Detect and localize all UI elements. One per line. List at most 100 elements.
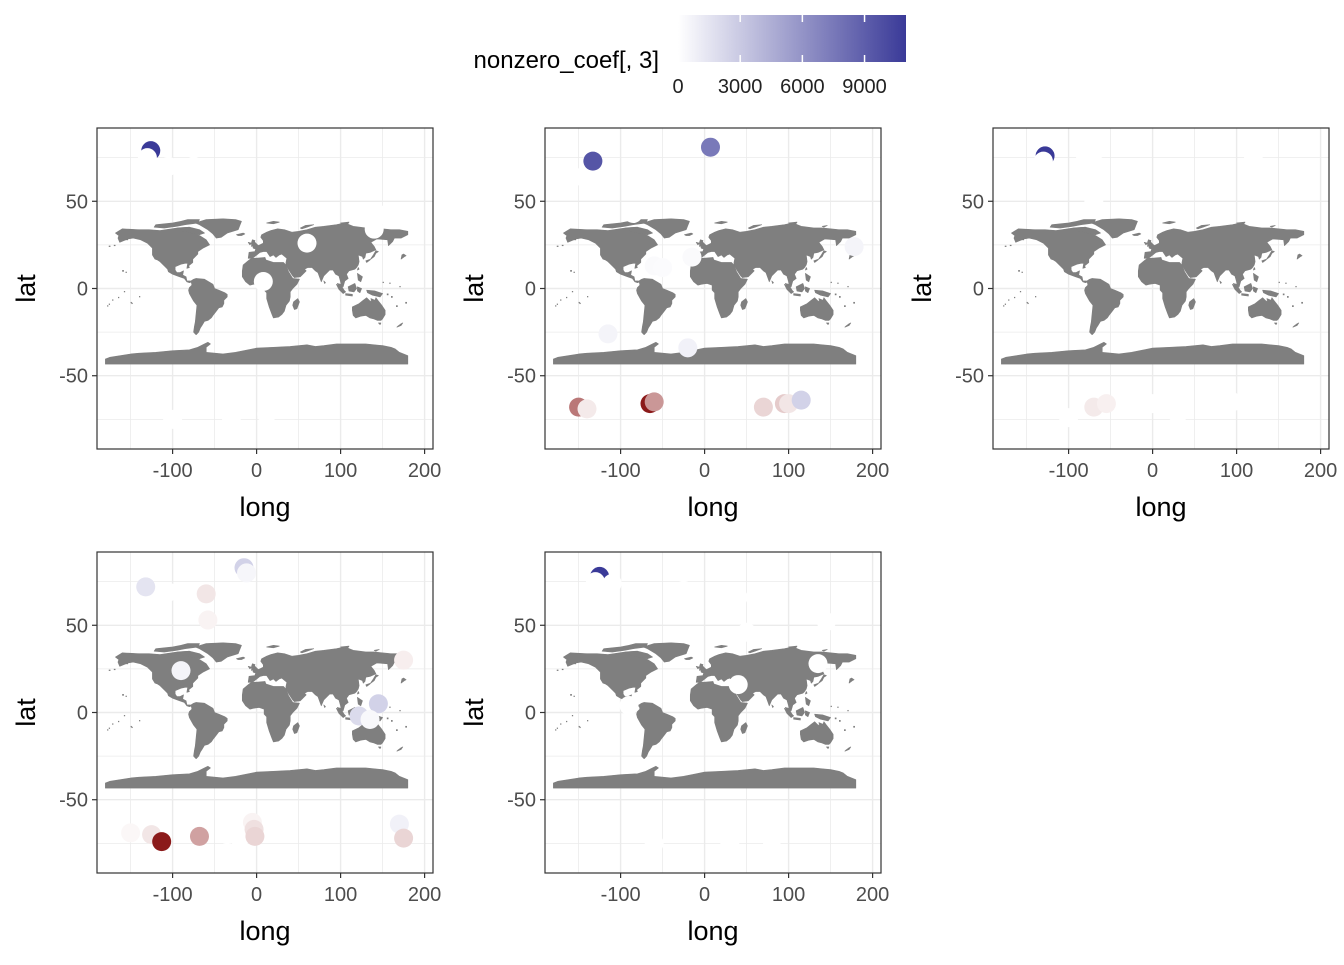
data-points (585, 566, 836, 853)
data-point (268, 174, 288, 194)
data-point (121, 823, 141, 843)
data-point (636, 594, 656, 614)
data-point (189, 826, 209, 846)
data-point (1033, 151, 1053, 171)
y-tick-label: 50 (962, 191, 984, 213)
data-point (253, 272, 273, 292)
data-point (237, 563, 257, 583)
data-point (619, 696, 639, 716)
data-point (297, 233, 317, 253)
legend-colorbar (678, 15, 906, 62)
data-point (602, 573, 622, 593)
y-tick-label: 0 (973, 279, 984, 301)
x-tick-label: 200 (856, 460, 889, 482)
data-point (1059, 408, 1079, 428)
data-point (674, 580, 694, 600)
color-legend: nonzero_coef[, 3] 0 3000 6000 9000 (474, 15, 906, 98)
y-tick-label: -50 (955, 366, 984, 388)
facet-panel-3: -100 0 100 200 -50 0 50 long lat (907, 127, 1337, 522)
y-axis-title: lat (11, 274, 41, 303)
x-tick-label: 0 (251, 884, 262, 906)
data-point (728, 587, 748, 607)
y-tick-label: 50 (514, 615, 536, 637)
data-point (368, 694, 388, 714)
data-point (394, 650, 414, 670)
data-point (230, 828, 250, 848)
data-point (1085, 155, 1105, 175)
y-tick-label: -50 (59, 366, 88, 388)
y-axis-title: lat (11, 698, 41, 727)
x-tick-label: 100 (772, 460, 805, 482)
legend-title: nonzero_coef[, 3] (474, 47, 659, 74)
x-tick-label: 200 (856, 884, 889, 906)
data-point (383, 170, 403, 190)
data-point (221, 411, 241, 431)
x-tick-label: 100 (772, 884, 805, 906)
data-point (623, 203, 643, 223)
data-point (175, 591, 195, 611)
legend-ticks: 0 3000 6000 9000 (672, 15, 887, 98)
x-tick-label: -100 (153, 460, 193, 482)
x-axis-title: long (687, 916, 738, 946)
data-point (268, 598, 288, 618)
data-point (598, 324, 618, 344)
legend-tick-label: 6000 (780, 76, 825, 98)
data-point (762, 830, 782, 850)
data-point (181, 167, 201, 187)
x-tick-label: -100 (153, 884, 193, 906)
data-point (360, 709, 380, 729)
data-point (644, 833, 664, 853)
data-point (737, 622, 757, 642)
x-axis-title: long (239, 492, 290, 522)
data-point (844, 237, 864, 257)
y-tick-label: 0 (525, 703, 536, 725)
data-point (373, 205, 393, 225)
x-tick-label: -100 (601, 884, 641, 906)
data-point (163, 409, 183, 429)
x-tick-label: 200 (408, 460, 441, 482)
data-point (753, 397, 773, 417)
facet-panel-5: -100 0 100 200 -50 0 50 long lat (459, 551, 889, 946)
data-point (1166, 174, 1186, 194)
data-point (1243, 146, 1263, 166)
y-tick-label: -50 (507, 366, 536, 388)
x-tick-label: 0 (251, 460, 262, 482)
facet-panel-1: -100 0 100 200 -50 0 50 long lat (11, 127, 441, 522)
data-point (245, 826, 265, 846)
y-tick-label: 50 (514, 191, 536, 213)
data-point (808, 654, 828, 674)
data-point (1096, 394, 1116, 414)
x-axis-title: long (239, 916, 290, 946)
y-tick-label: 0 (77, 703, 88, 725)
data-points (121, 558, 414, 852)
data-point (158, 582, 178, 602)
facet-panel-4: -100 0 100 200 -50 0 50 long lat (11, 551, 441, 946)
x-tick-label: 0 (1147, 460, 1158, 482)
data-point (791, 390, 811, 410)
x-tick-label: 100 (324, 460, 357, 482)
y-tick-label: 0 (525, 279, 536, 301)
data-points (1033, 146, 1263, 428)
x-axis-title: long (1135, 492, 1186, 522)
data-point (564, 167, 584, 187)
x-axis-title: long (687, 492, 738, 522)
y-tick-label: 50 (66, 191, 88, 213)
data-point (653, 258, 673, 278)
data-point (136, 577, 156, 597)
y-axis-title: lat (459, 698, 489, 727)
data-point (158, 156, 178, 176)
data-point (720, 833, 740, 853)
x-tick-label: 0 (699, 460, 710, 482)
panel-grid (993, 128, 1329, 449)
x-tick-label: -100 (601, 460, 641, 482)
data-point (171, 661, 191, 681)
data-point (1222, 392, 1242, 412)
data-point (1168, 404, 1188, 424)
data-point (644, 392, 664, 412)
data-points (137, 139, 403, 431)
data-point (1143, 394, 1163, 414)
y-tick-label: 0 (77, 279, 88, 301)
legend-tick-label: 3000 (718, 76, 763, 98)
x-tick-label: 100 (324, 884, 357, 906)
y-tick-label: 50 (66, 615, 88, 637)
